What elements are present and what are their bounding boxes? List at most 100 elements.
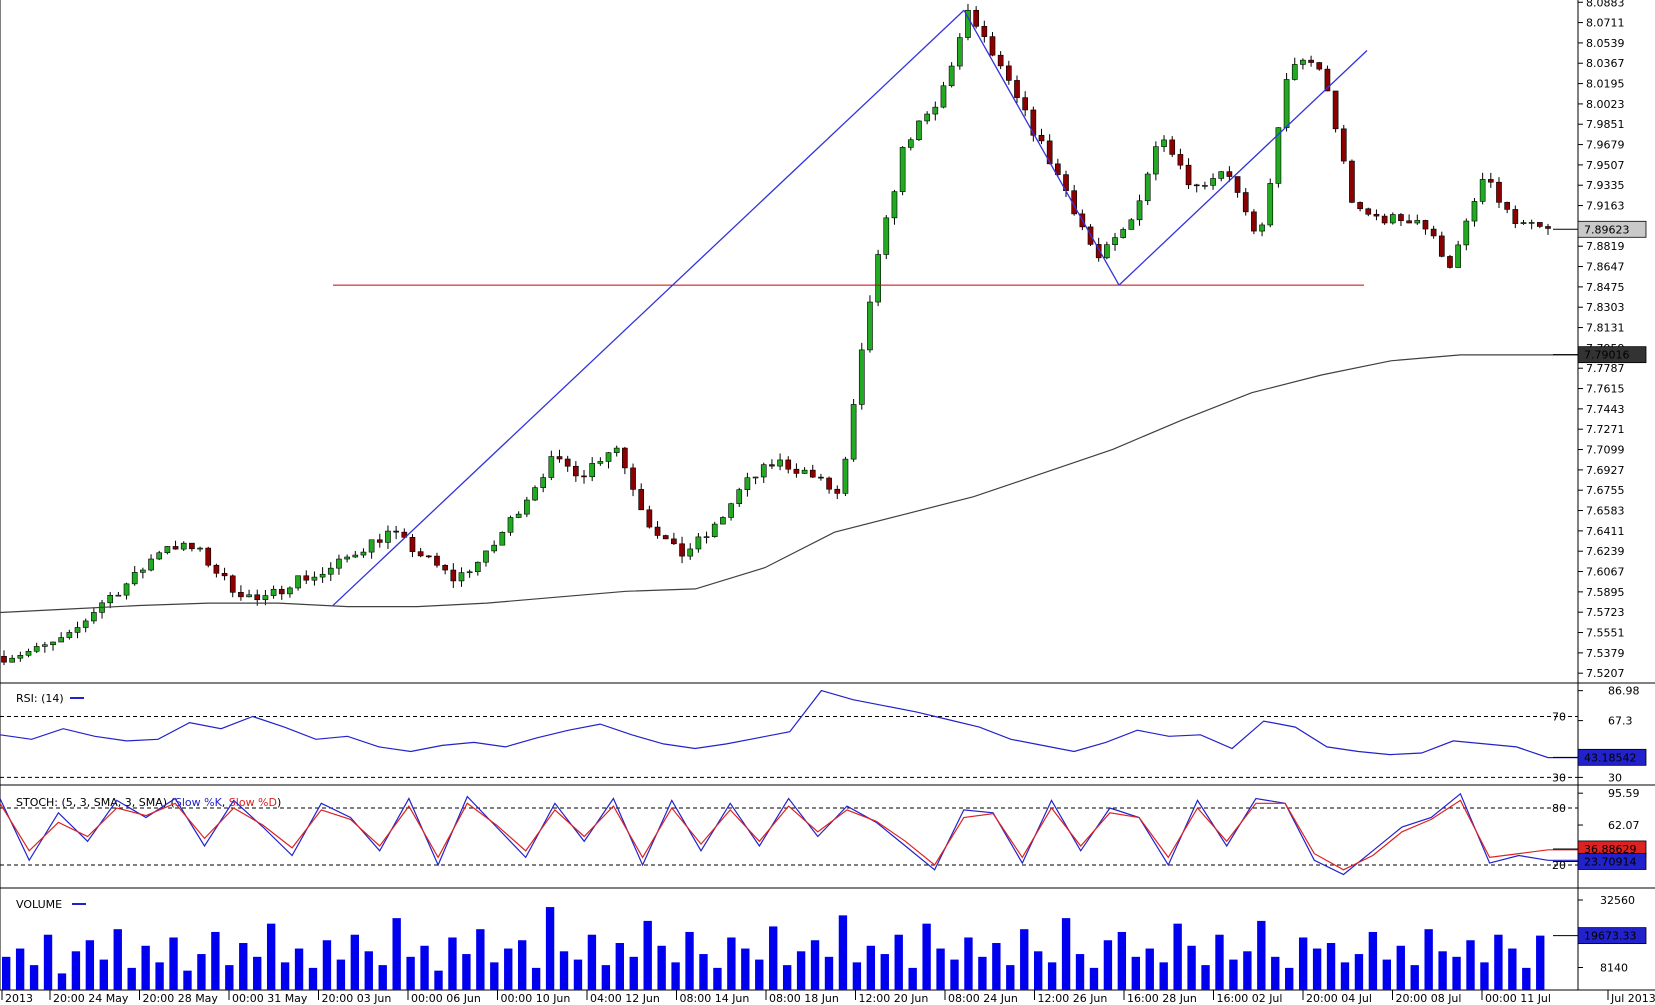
volume-label: VOLUME [16, 898, 62, 911]
bearish-candle [1430, 228, 1437, 237]
volume-bar [518, 940, 527, 990]
bearish-candle [638, 489, 645, 511]
price-panel[interactable]: 8.0883 8.0711 8.0539 8.0367 8.0195 8.0023 7.98… [0, 0, 1625, 680]
volume-bar [197, 954, 206, 990]
bullish-candle [956, 37, 963, 67]
volume-bar [1159, 962, 1168, 990]
bullish-candle [1136, 200, 1143, 221]
volume-bar [1494, 934, 1503, 990]
volume-panel[interactable]: VOLUME 32560 8140 [2, 894, 1635, 990]
volume-bar [629, 956, 638, 990]
bullish-candle [1414, 220, 1421, 224]
bullish-candle [613, 447, 620, 453]
bearish-candle [785, 459, 792, 470]
volume-bar [239, 943, 248, 990]
volume-bar [964, 937, 973, 990]
volume-bar [880, 954, 889, 990]
bullish-candle [311, 576, 318, 581]
bearish-candle [417, 551, 424, 557]
volume-bar [280, 962, 290, 990]
volume-bar [1285, 967, 1294, 990]
price-tick-label: 7.5551 [1586, 627, 1625, 640]
stoch-level-80: 80 [1552, 802, 1566, 815]
volume-bar [266, 923, 276, 990]
volume-bar [378, 965, 387, 990]
bullish-candle [736, 489, 743, 505]
volume-bar [504, 948, 513, 990]
bullish-candle [368, 539, 375, 553]
time-label: 08:00 24 Jun [948, 992, 1018, 1005]
bearish-candle [1332, 90, 1339, 130]
volume-bar [894, 934, 903, 990]
bullish-candle [883, 217, 890, 255]
volume-bar [866, 945, 876, 990]
price-tick-label: 7.6239 [1586, 545, 1625, 558]
bullish-candle [1259, 224, 1265, 232]
stoch-axis-label: 95.59 [1608, 787, 1640, 800]
bullish-candle [777, 459, 783, 467]
bullish-candle [107, 594, 114, 604]
bullish-candle [515, 513, 522, 518]
price-tick-label: 7.9163 [1586, 200, 1625, 213]
time-label: 20:00 03 Jun [322, 992, 392, 1005]
bullish-candle [907, 139, 914, 148]
bullish-candle [1112, 237, 1118, 245]
volume-bar [1480, 962, 1489, 990]
bullish-candle [385, 530, 391, 543]
stoch-slow-k-line [0, 792, 1578, 876]
bearish-candle [1014, 80, 1020, 98]
time-label: 08:00 18 Jun [769, 992, 839, 1005]
volume-bar [476, 929, 485, 990]
volume-axis-label: 8140 [1600, 962, 1628, 975]
time-label: 00:00 11 Jul [1485, 992, 1551, 1005]
bearish-candle [1504, 202, 1510, 210]
bearish-candle [1496, 181, 1502, 203]
bearish-candle [1536, 222, 1543, 227]
bearish-candle [1398, 214, 1404, 222]
bullish-candle [91, 612, 97, 622]
rsi-panel[interactable]: RSI: (14) 70 30 86.98 67.3 30 [0, 685, 1640, 785]
bearish-candle [434, 555, 440, 566]
bearish-candle [1177, 154, 1184, 166]
bearish-candle [1005, 65, 1012, 81]
rsi-axis-label: 30 [1608, 771, 1622, 784]
volume-bar [85, 940, 95, 990]
bullish-candle [760, 464, 767, 478]
bearish-candle [1308, 59, 1314, 63]
stoch-legend-d: Slow %D [229, 796, 277, 809]
pattern-trend-line [332, 9, 965, 606]
volume-bar [1271, 956, 1280, 990]
volume-bar [1173, 923, 1182, 990]
bullish-candle [42, 644, 48, 647]
volume-bar [1061, 918, 1071, 990]
bullish-candle [295, 575, 301, 589]
bullish-candle [1471, 201, 1478, 222]
bearish-candle [172, 546, 179, 550]
moving-average-line [0, 354, 1578, 614]
time-label: 2013 [5, 992, 33, 1005]
bullish-candle [842, 458, 849, 494]
volume-bar [1103, 940, 1113, 990]
bullish-candle [932, 106, 939, 115]
stoch-label: STOCH: (5, 3, SMA, 3, SMA) (Slow %K, Slo… [16, 796, 281, 809]
bullish-candle [344, 556, 350, 560]
bearish-candle [1381, 215, 1388, 224]
bullish-candle [540, 477, 547, 488]
volume-bar [364, 951, 373, 990]
bullish-candle [1283, 79, 1290, 128]
volume-bar [1340, 962, 1350, 990]
volume-bar [559, 951, 569, 990]
price-tick-label: 7.9679 [1586, 139, 1625, 152]
bullish-candle [875, 254, 881, 303]
bearish-candle [793, 468, 800, 474]
bullish-candle [695, 536, 702, 550]
bullish-candle [1202, 185, 1208, 187]
volume-value-tag-text: 19673.33 [1584, 930, 1637, 943]
volume-bar [253, 956, 262, 990]
volume-bar [113, 929, 122, 990]
volume-bar [1354, 954, 1364, 990]
bullish-candle [74, 627, 81, 633]
volume-bar [671, 962, 680, 990]
volume-bar [1438, 951, 1447, 990]
